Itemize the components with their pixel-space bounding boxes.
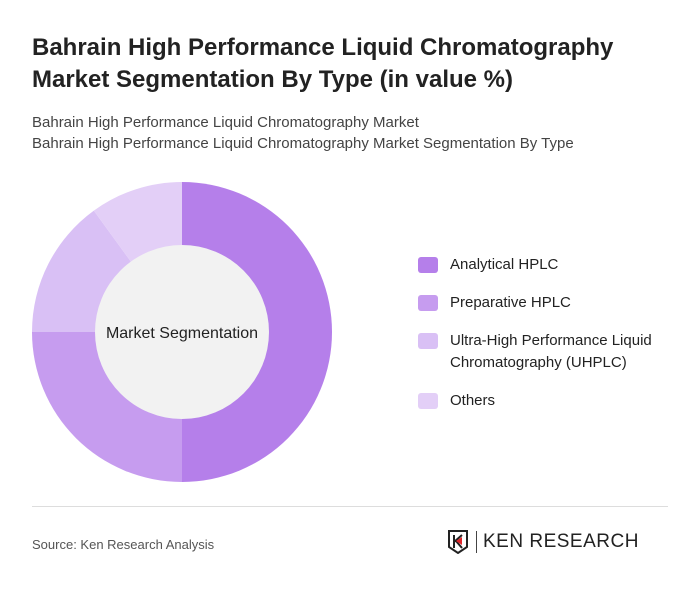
legend-swatch [418, 393, 438, 409]
subtitle-1: Bahrain High Performance Liquid Chromato… [32, 114, 419, 131]
center-label: Market Segmentation [106, 325, 258, 342]
legend-item: Others [418, 390, 688, 412]
legend-swatch [418, 257, 438, 273]
legend-label: Analytical HPLC [450, 256, 559, 273]
divider [32, 506, 668, 507]
legend-label: Preparative HPLC [450, 294, 571, 311]
legend-label: Ultra-High Performance Liquid Chromatogr… [450, 332, 652, 371]
legend-item: Ultra-High Performance Liquid Chromatogr… [418, 330, 688, 374]
logo-shield-icon [448, 530, 468, 554]
source-note: Source: Ken Research Analysis [32, 537, 215, 552]
legend-swatch [418, 295, 438, 311]
legend-swatch [418, 333, 438, 349]
subtitle-2: Bahrain High Performance Liquid Chromato… [32, 135, 574, 152]
legend: Analytical HPLC Preparative HPLC Ultra-Hig… [418, 254, 688, 428]
legend-label: Others [450, 392, 496, 409]
legend-item: Preparative HPLC [418, 292, 688, 314]
donut-hole [95, 245, 269, 419]
logo-text: KEN RESEARCH [476, 531, 639, 553]
legend-item: Analytical HPLC [418, 254, 688, 276]
chart-title: Bahrain High Performance Liquid Chromato… [32, 34, 614, 93]
ken-research-logo: KEN RESEARCH [448, 530, 639, 554]
